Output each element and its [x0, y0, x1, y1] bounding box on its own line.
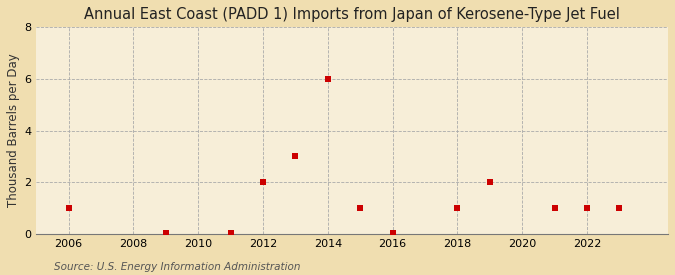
Point [225, 231, 236, 235]
Point [290, 154, 301, 159]
Point [323, 77, 333, 81]
Point [452, 206, 463, 210]
Point [485, 180, 495, 185]
Point [549, 206, 560, 210]
Text: Source: U.S. Energy Information Administration: Source: U.S. Energy Information Administ… [54, 262, 300, 272]
Point [161, 231, 171, 235]
Point [582, 206, 593, 210]
Point [614, 206, 625, 210]
Title: Annual East Coast (PADD 1) Imports from Japan of Kerosene-Type Jet Fuel: Annual East Coast (PADD 1) Imports from … [84, 7, 620, 22]
Point [355, 206, 366, 210]
Point [63, 206, 74, 210]
Point [387, 231, 398, 235]
Point [258, 180, 269, 185]
Y-axis label: Thousand Barrels per Day: Thousand Barrels per Day [7, 54, 20, 207]
